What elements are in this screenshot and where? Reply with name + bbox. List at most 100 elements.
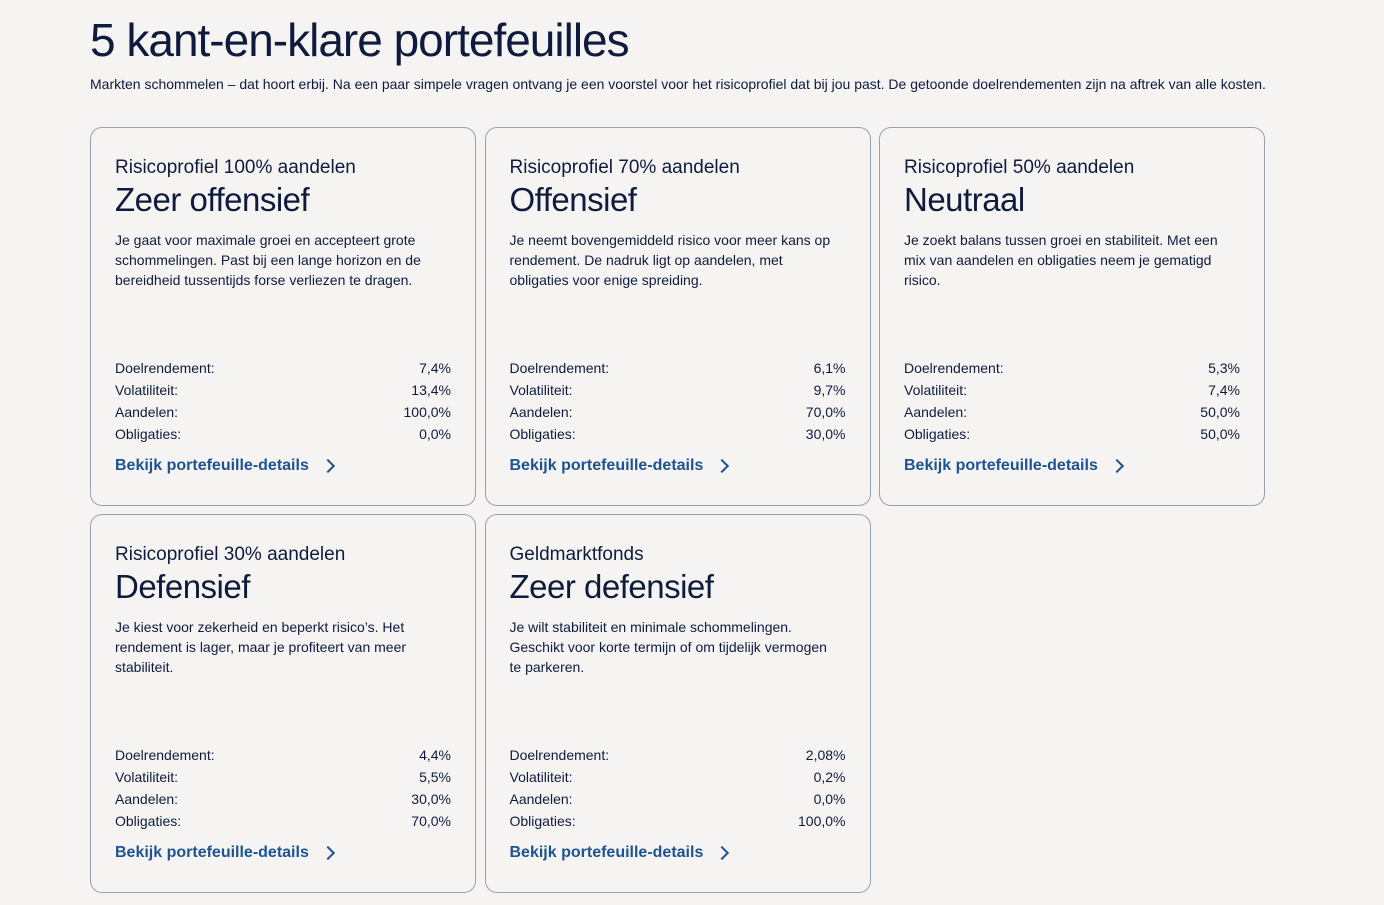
stat-value: 7,4%	[1208, 382, 1240, 398]
card-description: Je gaat voor maximale groei en accepteer…	[115, 232, 421, 288]
stat-value: 0,2%	[813, 769, 846, 785]
stat-label: Doelrendement:	[509, 360, 610, 376]
page-intro: Markten schommelen – dat hoort erbij. Na…	[90, 76, 1266, 92]
stat-label: Obligaties:	[904, 426, 971, 442]
stat-label: Doelrendement:	[115, 747, 215, 763]
portfolio-card-zeer-defensief: Geldmarktfonds Zeer defensief Je wilt st…	[484, 514, 871, 893]
details-link-label: Bekijk portefeuille-details	[115, 844, 309, 861]
portfolio-details-link[interactable]: Bekijk portefeuille-details	[509, 844, 730, 862]
card-name: Defensief	[115, 568, 250, 605]
stat-label: Doelrendement:	[904, 360, 1004, 376]
chevron-right-icon	[715, 845, 730, 861]
stat-label: Obligaties:	[115, 813, 182, 829]
stat-row-obligaties: Obligaties: 30,0%	[510, 423, 846, 445]
stat-label: Aandelen:	[509, 404, 573, 420]
card-stats: Doelrendement: 4,4% Volatiliteit: 5,5% A…	[115, 744, 451, 832]
stat-value: 13,4%	[411, 382, 451, 398]
details-link-label: Bekijk portefeuille-details	[115, 457, 309, 474]
portfolio-card-neutraal: Risicoprofiel 50% aandelen Neutraal Je z…	[879, 127, 1265, 506]
stat-label: Doelrendement:	[115, 360, 215, 376]
stat-row-doelrendement: Doelrendement: 6,1%	[510, 357, 846, 379]
stat-label: Volatiliteit:	[904, 382, 968, 398]
stat-row-obligaties: Obligaties: 100,0%	[510, 810, 846, 832]
stat-label: Doelrendement:	[509, 747, 610, 763]
stat-label: Volatiliteit:	[509, 769, 573, 785]
stat-label: Aandelen:	[115, 791, 179, 807]
stat-value: 70,0%	[805, 404, 846, 420]
card-kicker: Risicoprofiel 50% aandelen	[904, 157, 1135, 178]
stat-row-obligaties: Obligaties: 70,0%	[115, 810, 451, 832]
card-description: Je wilt stabiliteit en minimale schommel…	[509, 619, 827, 675]
stat-label: Obligaties:	[509, 426, 576, 442]
stat-row-volatiliteit: Volatiliteit: 5,5%	[115, 766, 451, 788]
stat-row-volatiliteit: Volatiliteit: 0,2%	[510, 766, 846, 788]
card-kicker: Risicoprofiel 100% aandelen	[115, 157, 356, 178]
details-link-label: Bekijk portefeuille-details	[509, 844, 704, 861]
stat-value: 100,0%	[798, 813, 846, 829]
card-name: Offensief	[509, 181, 637, 218]
chevron-right-icon	[320, 845, 335, 861]
card-stats: Doelrendement: 6,1% Volatiliteit: 9,7% A…	[510, 357, 846, 445]
page-title: 5 kant-en-klare portefeuilles	[90, 14, 630, 66]
portfolio-details-link[interactable]: Bekijk portefeuille-details	[115, 457, 335, 475]
card-stats: Doelrendement: 5,3% Volatiliteit: 7,4% A…	[904, 357, 1240, 445]
stat-label: Aandelen:	[904, 404, 968, 420]
stat-row-volatiliteit: Volatiliteit: 7,4%	[904, 379, 1240, 401]
stat-row-doelrendement: Doelrendement: 4,4%	[115, 744, 451, 766]
stat-value: 9,7%	[813, 382, 846, 398]
stat-label: Volatiliteit:	[115, 769, 179, 785]
stat-label: Obligaties:	[509, 813, 576, 829]
chevron-right-icon	[715, 458, 730, 474]
stat-label: Volatiliteit:	[509, 382, 573, 398]
chevron-right-icon	[320, 458, 335, 474]
stat-label: Obligaties:	[115, 426, 182, 442]
stat-value: 5,3%	[1208, 360, 1240, 376]
card-description: Je neemt bovengemiddeld risico voor meer…	[509, 232, 831, 288]
card-name: Neutraal	[904, 181, 1025, 218]
stat-value: 4,4%	[419, 747, 451, 763]
stat-value: 100,0%	[403, 404, 451, 420]
card-description: Je kiest voor zekerheid en beperkt risic…	[115, 619, 407, 675]
stat-row-doelrendement: Doelrendement: 2,08%	[510, 744, 846, 766]
stat-value: 7,4%	[419, 360, 451, 376]
portfolio-card-offensief: Risicoprofiel 70% aandelen Offensief Je …	[484, 127, 871, 506]
stat-value: 0,0%	[419, 426, 451, 442]
stat-row-obligaties: Obligaties: 50,0%	[904, 423, 1240, 445]
card-kicker: Risicoprofiel 30% aandelen	[115, 544, 346, 565]
stat-row-volatiliteit: Volatiliteit: 9,7%	[510, 379, 846, 401]
stat-row-aandelen: Aandelen: 50,0%	[904, 401, 1240, 423]
stat-row-aandelen: Aandelen: 0,0%	[510, 788, 846, 810]
card-stats: Doelrendement: 7,4% Volatiliteit: 13,4% …	[115, 357, 451, 445]
stat-value: 0,0%	[813, 791, 846, 807]
stat-row-obligaties: Obligaties: 0,0%	[115, 423, 451, 445]
card-stats: Doelrendement: 2,08% Volatiliteit: 0,2% …	[510, 744, 846, 832]
stat-value: 2,08%	[805, 747, 846, 763]
portfolio-details-link[interactable]: Bekijk portefeuille-details	[509, 457, 730, 475]
card-description: Je zoekt balans tussen groei en stabilit…	[904, 232, 1218, 288]
stat-row-doelrendement: Doelrendement: 5,3%	[904, 357, 1240, 379]
details-link-label: Bekijk portefeuille-details	[509, 457, 704, 474]
card-kicker: Geldmarktfonds	[509, 544, 644, 565]
stat-value: 30,0%	[411, 791, 451, 807]
portfolio-details-link[interactable]: Bekijk portefeuille-details	[904, 457, 1124, 475]
stat-row-volatiliteit: Volatiliteit: 13,4%	[115, 379, 451, 401]
chevron-right-icon	[1109, 458, 1124, 474]
portfolio-card-defensief: Risicoprofiel 30% aandelen Defensief Je …	[90, 514, 476, 893]
stat-label: Volatiliteit:	[115, 382, 179, 398]
card-name: Zeer defensief	[509, 568, 714, 605]
details-link-label: Bekijk portefeuille-details	[904, 457, 1098, 474]
card-name: Zeer offensief	[115, 181, 310, 218]
portfolio-card-zeer-offensief: Risicoprofiel 100% aandelen Zeer offensi…	[90, 127, 476, 506]
stat-row-aandelen: Aandelen: 30,0%	[115, 788, 451, 810]
stat-value: 30,0%	[805, 426, 846, 442]
stat-row-aandelen: Aandelen: 70,0%	[510, 401, 846, 423]
stat-row-aandelen: Aandelen: 100,0%	[115, 401, 451, 423]
portfolio-grid: Risicoprofiel 100% aandelen Zeer offensi…	[90, 127, 1265, 893]
stat-label: Aandelen:	[115, 404, 179, 420]
stat-label: Aandelen:	[509, 791, 573, 807]
stat-row-doelrendement: Doelrendement: 7,4%	[115, 357, 451, 379]
stat-value: 6,1%	[813, 360, 846, 376]
card-kicker: Risicoprofiel 70% aandelen	[509, 157, 740, 178]
portfolio-details-link[interactable]: Bekijk portefeuille-details	[115, 844, 335, 862]
